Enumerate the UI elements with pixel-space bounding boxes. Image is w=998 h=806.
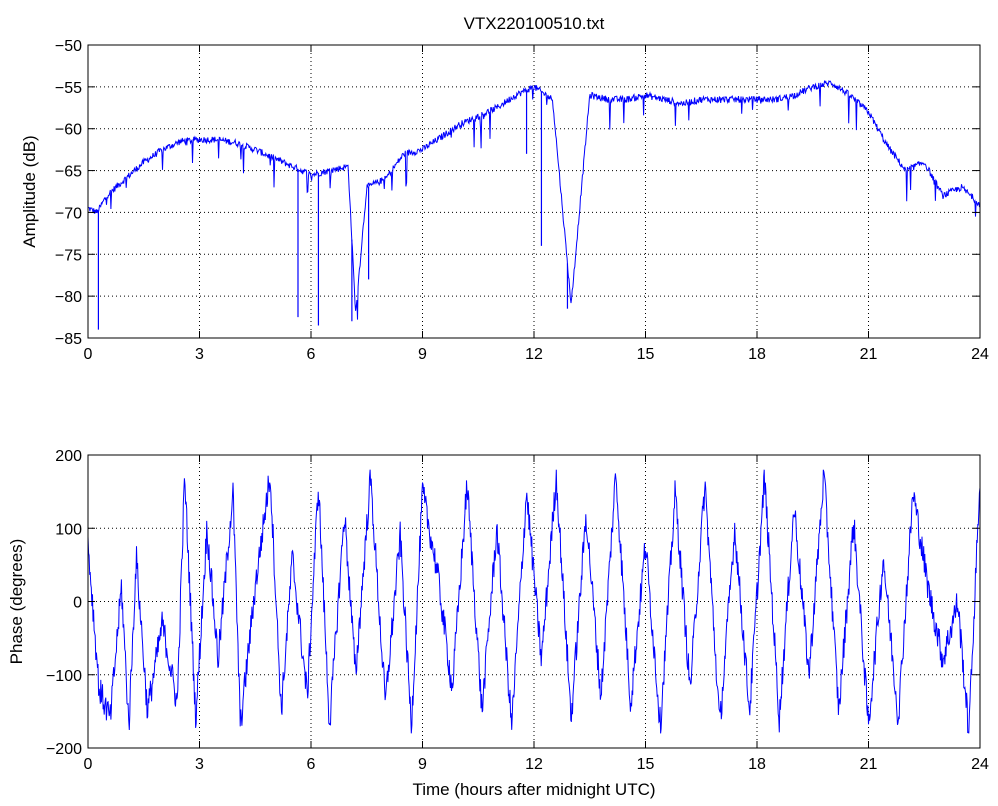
x-tick-label: 21 [860, 756, 878, 773]
y-tick-label: −85 [55, 331, 82, 348]
y-tick-label: −70 [55, 205, 82, 222]
x-tick-label: 15 [637, 346, 655, 363]
amplitude-y-axis-label: Amplitude (dB) [20, 135, 39, 247]
x-tick-label: 18 [748, 346, 766, 363]
y-tick-label: −60 [55, 122, 82, 139]
x-tick-label: 9 [418, 756, 427, 773]
x-tick-label: 9 [418, 346, 427, 363]
x-tick-label: 12 [525, 346, 543, 363]
amplitude-ticks: 0 3 6 9 12 15 18 21 24 −85 −80 −75 −70 −65 −60 −55 −50 [55, 38, 989, 363]
phase-chart: 0 3 6 9 12 15 18 21 24 −200 −100 0 100 200 Phase (deg… [7, 448, 989, 799]
x-tick-label: 6 [307, 346, 316, 363]
amplitude-grid [88, 45, 980, 338]
x-tick-label: 21 [860, 346, 878, 363]
x-tick-label: 18 [748, 756, 766, 773]
y-tick-label: −65 [55, 164, 82, 181]
amplitude-series [87, 79, 981, 330]
y-tick-label: −80 [55, 289, 82, 306]
phase-series [87, 469, 981, 734]
phase-line [87, 469, 981, 734]
phase-y-axis-label: Phase (degrees) [7, 539, 26, 665]
x-tick-label: 0 [84, 346, 93, 363]
x-tick-label: 12 [525, 756, 543, 773]
phase-ticks: 0 3 6 9 12 15 18 21 24 −200 −100 0 100 200 [46, 448, 989, 773]
y-tick-label: 100 [55, 521, 82, 538]
x-tick-label: 3 [195, 756, 204, 773]
x-tick-label: 6 [307, 756, 316, 773]
y-tick-label: −55 [55, 80, 82, 97]
y-tick-label: 200 [55, 448, 82, 465]
y-tick-label: 0 [73, 595, 82, 612]
phase-x-axis-label: Time (hours after midnight UTC) [412, 780, 655, 799]
x-tick-label: 24 [971, 756, 989, 773]
y-tick-label: −75 [55, 247, 82, 264]
y-tick-label: −100 [46, 668, 82, 685]
x-tick-label: 0 [84, 756, 93, 773]
y-tick-label: −200 [46, 741, 82, 758]
x-tick-label: 3 [195, 346, 204, 363]
x-tick-label: 15 [637, 756, 655, 773]
amplitude-chart: VTX220100510.txt 0 3 6 9 12 15 18 21 24 −85 −80 −75… [20, 14, 989, 363]
amplitude-chart-title: VTX220100510.txt [464, 14, 605, 33]
y-tick-label: −50 [55, 38, 82, 55]
x-tick-label: 24 [971, 346, 989, 363]
amplitude-line [87, 79, 981, 320]
